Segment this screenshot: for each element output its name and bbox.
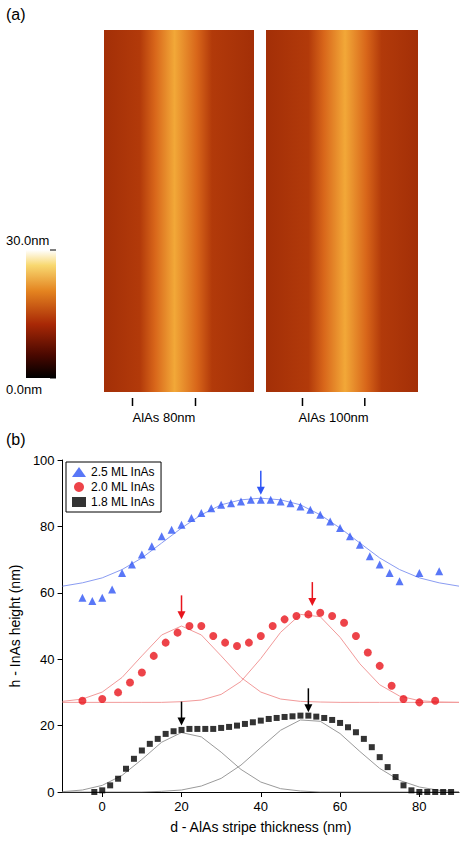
html-text:(b): (b) (6, 431, 26, 448)
svg-text:60: 60 (333, 799, 347, 814)
svg-text:0.0nm: 0.0nm (6, 382, 42, 397)
svg-text:80: 80 (40, 519, 54, 534)
svg-text:20: 20 (174, 799, 188, 814)
svg-text:60: 60 (40, 585, 54, 600)
svg-text:(a): (a) (6, 6, 26, 23)
svg-text:2.5 ML InAs: 2.5 ML InAs (91, 465, 155, 479)
svg-text:20: 20 (40, 718, 54, 733)
svg-text:2.0 ML InAs: 2.0 ML InAs (91, 480, 155, 494)
svg-text:30.0nm: 30.0nm (6, 233, 49, 248)
svg-text:40: 40 (254, 799, 268, 814)
svg-text:h - InAs height (nm): h - InAs height (nm) (7, 565, 23, 688)
svg-text:0: 0 (47, 785, 54, 800)
svg-text:d - AlAs stripe thickness (nm): d - AlAs stripe thickness (nm) (170, 819, 351, 835)
svg-text:0: 0 (99, 799, 106, 814)
svg-text:100: 100 (33, 453, 55, 468)
svg-text:40: 40 (40, 652, 54, 667)
svg-text:1.8 ML InAs: 1.8 ML InAs (91, 495, 155, 509)
svg-text:AlAs 80nm: AlAs 80nm (133, 410, 196, 425)
svg-text:80: 80 (412, 799, 426, 814)
svg-text:AlAs 100nm: AlAs 100nm (299, 410, 369, 425)
